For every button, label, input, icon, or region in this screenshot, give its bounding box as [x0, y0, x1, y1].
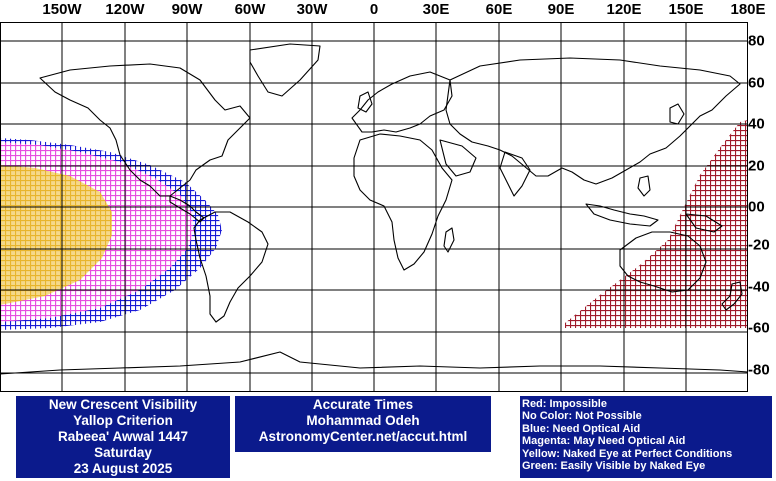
lon-label: 60W	[234, 1, 266, 18]
info-criterion: Yallop Criterion	[73, 413, 173, 428]
lon-label: 30W	[296, 1, 328, 18]
credits-author: Mohammad Odeh	[306, 413, 420, 428]
europe	[351, 71, 453, 133]
legend-box: Red: Impossible No Color: Not Possible B…	[520, 396, 772, 478]
lat-label: -20	[748, 236, 770, 254]
lon-label: 120W	[105, 1, 145, 18]
lat-label: -40	[748, 278, 770, 296]
lat-label: 20	[748, 157, 765, 175]
antarctica	[0, 351, 748, 392]
lon-label: 90W	[171, 1, 203, 18]
lon-label: 90E	[547, 1, 575, 18]
naked-eye-zone	[0, 165, 112, 305]
lon-label: 120E	[606, 1, 642, 18]
legend-red: Red: Impossible	[522, 398, 607, 410]
lat-label: -80	[748, 361, 770, 379]
info-month: Rabeea' Awwal 1447	[57, 429, 189, 444]
coastlines	[0, 43, 748, 392]
india	[499, 151, 531, 197]
greenland	[249, 43, 321, 97]
legend-yellow: Yellow: Naked Eye at Perfect Conditions	[522, 447, 733, 460]
south-america	[193, 211, 269, 323]
madagascar	[443, 227, 455, 253]
info-title: New Crescent Visibility	[48, 397, 198, 412]
credits-box: Accurate Times Mohammad Odeh AstronomyCe…	[235, 396, 491, 452]
new-zealand	[721, 281, 743, 311]
impossible-zone	[565, 120, 748, 328]
lon-label: 0	[369, 1, 379, 18]
info-weekday: Saturday	[94, 445, 152, 460]
credits-title: Accurate Times	[312, 397, 414, 412]
arabia	[439, 139, 477, 177]
lat-label: 80	[748, 32, 765, 50]
lon-label: 30E	[422, 1, 450, 18]
new-guinea	[685, 213, 723, 233]
lon-label: 150E	[668, 1, 704, 18]
australia	[619, 231, 707, 293]
graticule	[0, 22, 748, 392]
philippines	[637, 175, 651, 197]
legend-green: Green: Easily Visible by Naked Eye	[522, 460, 706, 473]
legend-blue: Blue: Need Optical Aid	[522, 422, 641, 435]
credits-url[interactable]: AstronomyCenter.net/accut.html	[258, 429, 468, 444]
central-america	[169, 195, 205, 223]
lat-label: -60	[748, 319, 770, 337]
legend-magenta: Magenta: May Need Optical Aid	[522, 435, 686, 448]
legend-nocolor: No Color: Not Possible	[522, 410, 642, 423]
british-isles	[357, 91, 373, 113]
lon-label: 150W	[42, 1, 82, 18]
indonesia	[585, 203, 659, 227]
lat-label: 00	[748, 198, 765, 216]
crescent-info-box: New Crescent Visibility Yallop Criterion…	[16, 396, 230, 478]
asia	[445, 57, 741, 185]
north-america	[39, 63, 251, 197]
lat-label: 60	[748, 74, 765, 92]
lon-label: 180E	[730, 1, 766, 18]
info-date: 23 August 2025	[73, 461, 173, 476]
lat-label: 40	[748, 115, 765, 133]
japan	[669, 103, 685, 125]
africa	[353, 133, 453, 271]
lon-label: 60E	[485, 1, 513, 18]
